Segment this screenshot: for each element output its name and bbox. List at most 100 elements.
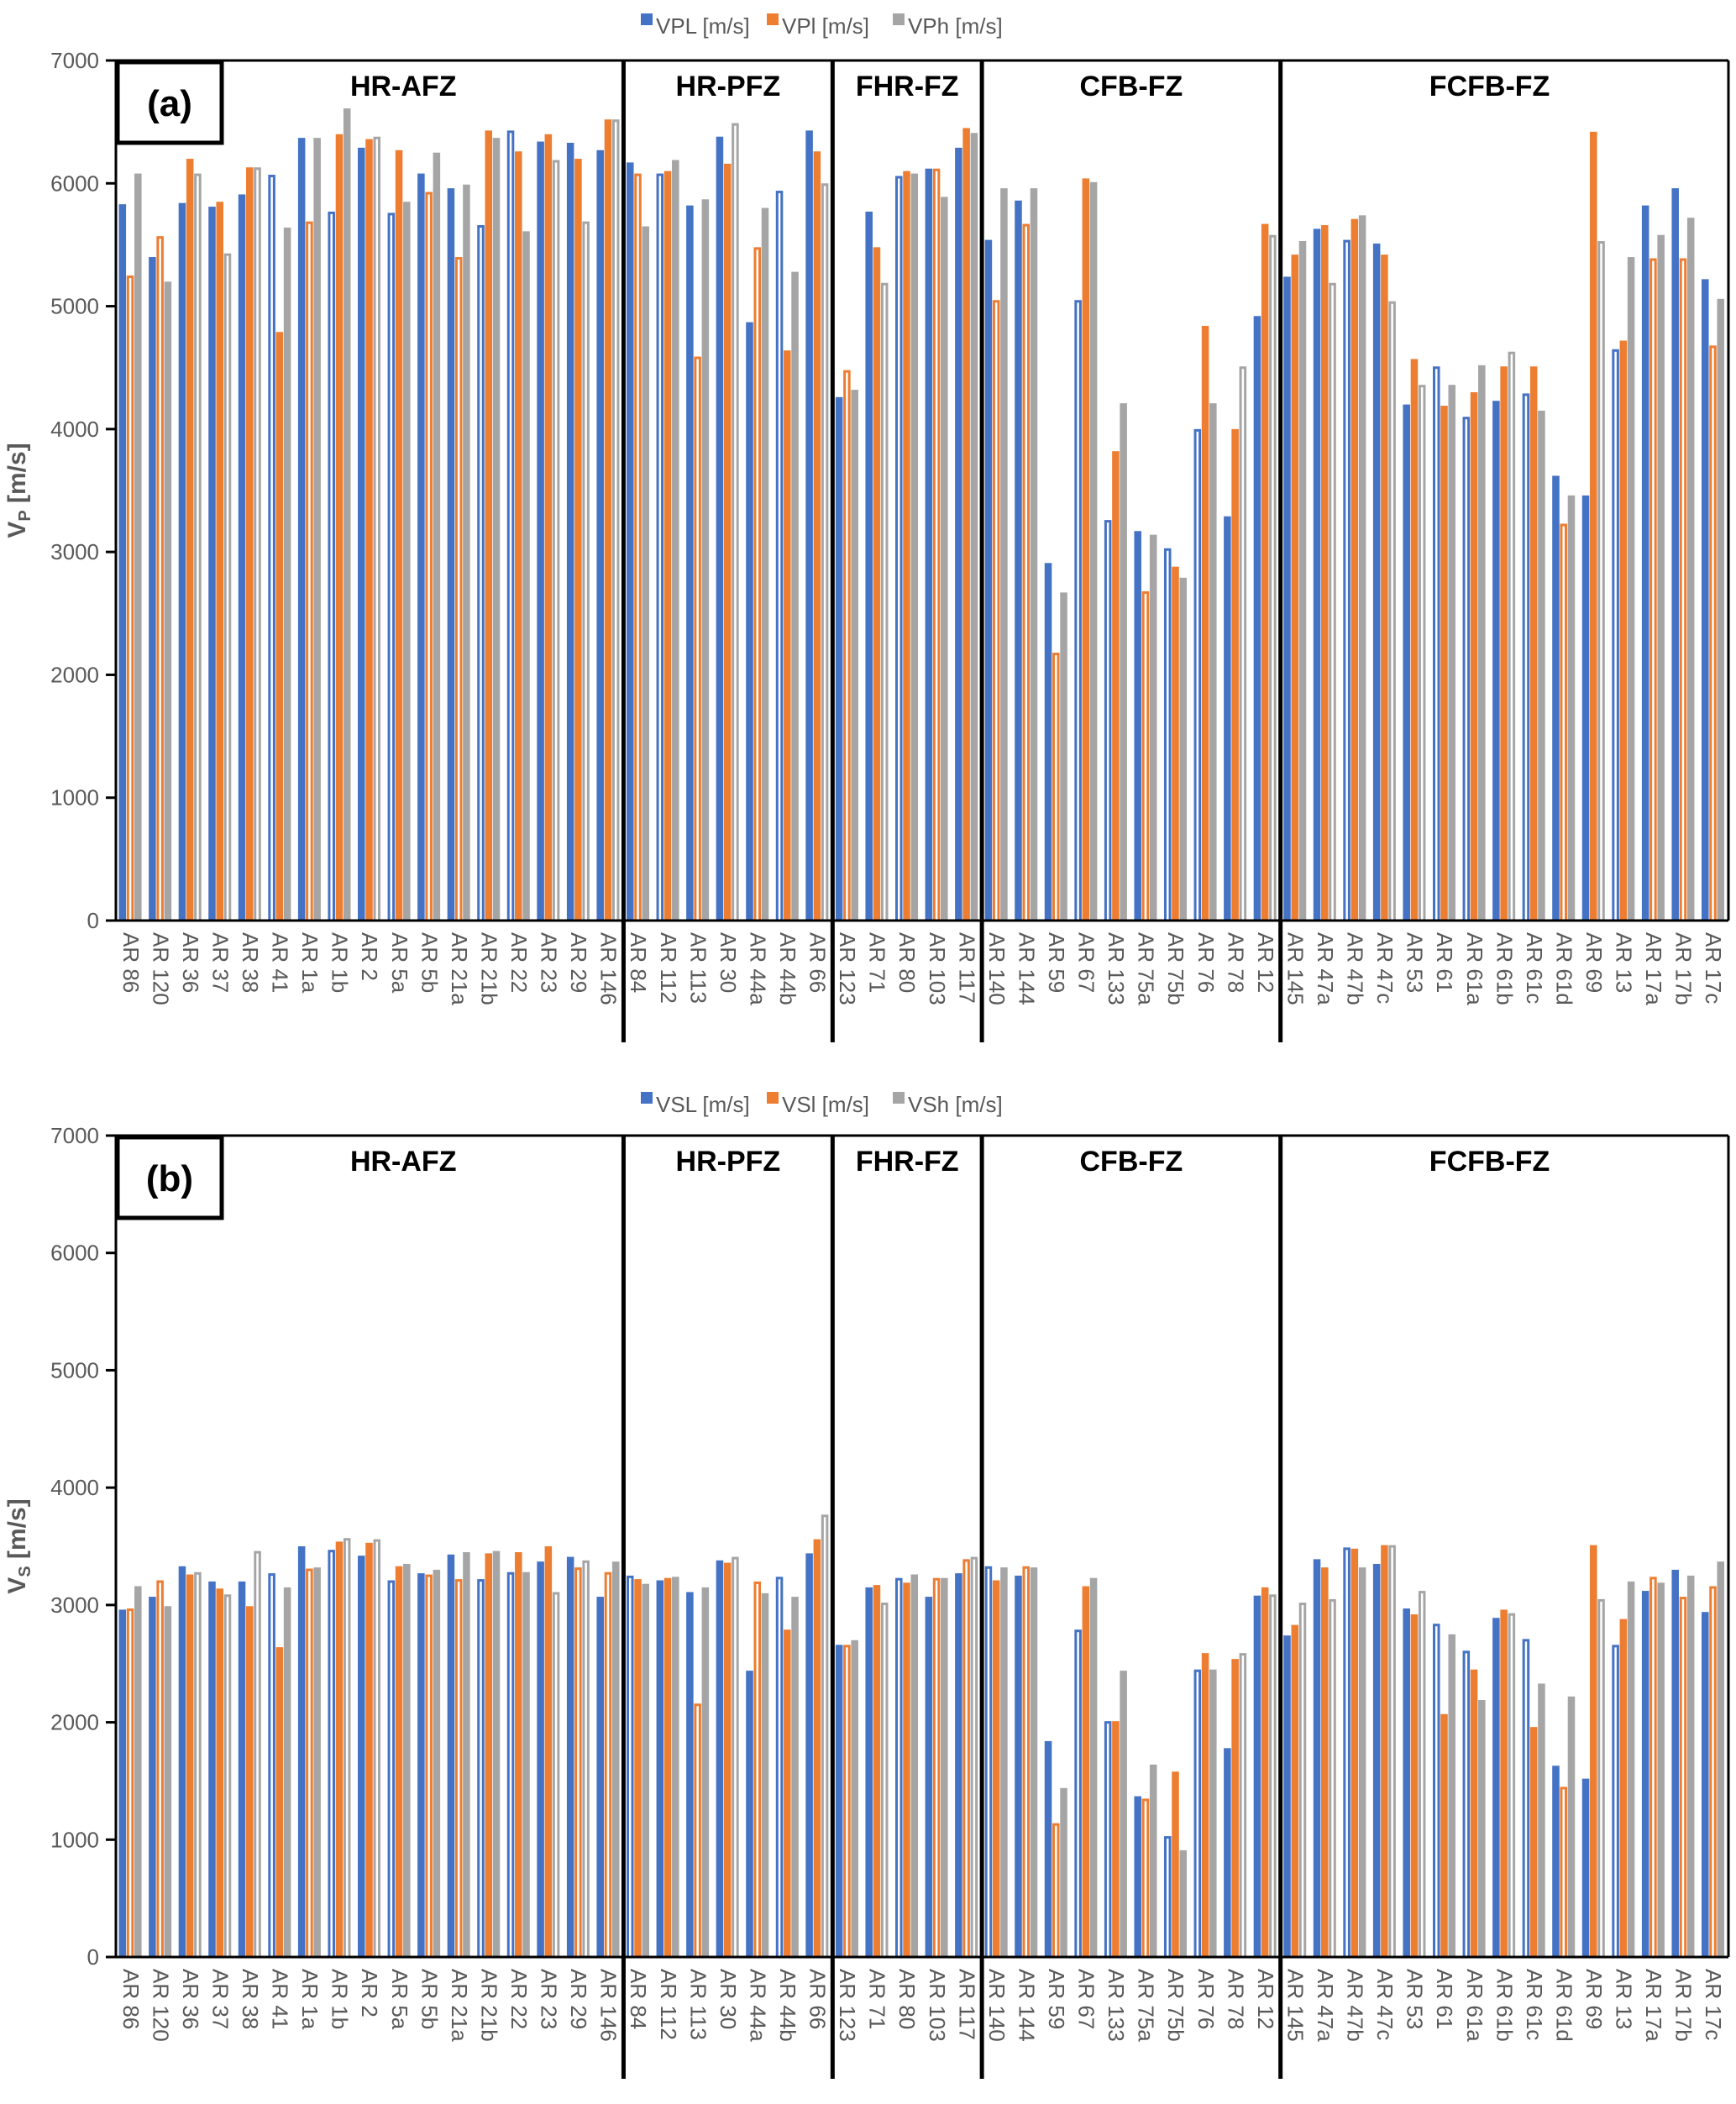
- bar-h: [1358, 1567, 1366, 1957]
- y-tick-label: 4000: [50, 417, 99, 442]
- bar-i: [306, 1568, 313, 1959]
- bar-l: [895, 176, 903, 922]
- x-category-label: AR 44a: [745, 1969, 770, 2042]
- bar-h: [1448, 385, 1456, 921]
- bar-l: [984, 239, 993, 921]
- x-category-label: AR 66: [805, 1969, 831, 2029]
- x-category-label: AR 47a: [1313, 932, 1338, 1005]
- bar-l: [297, 138, 306, 921]
- bar-i: [1709, 1586, 1717, 1959]
- x-category-label: AR 59: [1044, 932, 1069, 993]
- bar-l: [1671, 1569, 1679, 1957]
- bar-i: [1141, 590, 1150, 922]
- bar-l: [417, 173, 425, 921]
- bar-i: [1440, 406, 1448, 921]
- x-category-label: AR 75b: [1163, 1969, 1188, 2042]
- bar-l: [1283, 276, 1291, 921]
- x-category-label: AR 17c: [1701, 1969, 1726, 2040]
- bar-h: [1149, 534, 1157, 921]
- bar-l: [925, 168, 933, 921]
- legend-swatch: [641, 13, 653, 25]
- bar-i: [216, 202, 223, 921]
- bar-l: [1462, 1650, 1471, 1959]
- bar-l: [1552, 475, 1560, 921]
- bar-l: [596, 150, 604, 921]
- bar-i: [903, 1582, 910, 1957]
- bar-i: [425, 1574, 433, 1959]
- bar-l: [118, 204, 127, 921]
- legend-swatch: [767, 1092, 779, 1104]
- y-tick-label: 3000: [50, 1592, 99, 1618]
- bar-h: [880, 1603, 889, 1959]
- bar-h: [1567, 495, 1576, 921]
- bar-l: [1671, 188, 1679, 921]
- bar-l: [925, 1597, 933, 1957]
- x-category-label: AR 47b: [1343, 932, 1368, 1005]
- y-tick-label: 2000: [50, 662, 99, 687]
- bar-h: [1418, 385, 1426, 922]
- bar-l: [1492, 401, 1500, 921]
- bar-h: [1717, 298, 1725, 921]
- x-category-label: AR 61a: [1462, 932, 1487, 1005]
- bar-i: [1529, 366, 1538, 921]
- y-axis-label-sub: P: [16, 510, 34, 521]
- bar-l: [656, 1580, 664, 1957]
- bar-h: [1209, 403, 1217, 921]
- x-category-label: AR 71: [865, 1969, 890, 2029]
- x-category-label: AR 1b: [328, 932, 353, 993]
- bar-l: [865, 1587, 873, 1957]
- bar-i: [1381, 1545, 1388, 1957]
- bar-h: [373, 136, 381, 922]
- x-category-label: AR 41: [268, 1969, 293, 2029]
- bar-h: [1329, 282, 1336, 922]
- bar-h: [522, 1571, 530, 1957]
- bar-l: [955, 147, 962, 921]
- x-category-label: AR 13: [1612, 932, 1637, 993]
- x-category-label: AR 5b: [417, 932, 442, 993]
- bar-l: [1522, 1639, 1530, 1959]
- bar-i: [843, 1645, 851, 1959]
- bar-h: [1657, 234, 1665, 921]
- bar-l: [1641, 205, 1649, 921]
- bar-i: [126, 1608, 134, 1959]
- bar-h: [821, 1514, 829, 1959]
- x-category-label: AR 22: [506, 932, 532, 993]
- bar-h: [1538, 1683, 1545, 1957]
- y-tick-label: 1000: [50, 1827, 99, 1852]
- bar-h: [343, 108, 351, 921]
- bar-l: [1612, 349, 1619, 922]
- bar-l: [1164, 1836, 1172, 1959]
- bar-l: [1224, 1748, 1231, 1957]
- bar-l: [1104, 520, 1112, 922]
- bar-h: [761, 207, 769, 921]
- bar-l: [566, 1556, 574, 1957]
- group-title: FHR-FZ: [856, 1146, 959, 1178]
- bar-h: [1120, 403, 1127, 921]
- x-category-label: AR 1a: [297, 932, 323, 994]
- bar-h: [223, 1594, 232, 1959]
- bar-h: [1358, 215, 1366, 921]
- x-category-label: AR 36: [178, 1969, 203, 2029]
- bar-h: [164, 281, 172, 921]
- bar-h: [1597, 241, 1605, 922]
- x-category-label: AR 17b: [1671, 1969, 1697, 2042]
- x-category-label: AR 144: [1014, 1969, 1039, 2042]
- bar-l: [358, 147, 365, 921]
- bar-h: [1179, 1850, 1188, 1957]
- x-category-label: AR 84: [626, 1969, 651, 2029]
- x-category-label: AR 36: [178, 932, 203, 993]
- x-category-label: AR 80: [894, 1969, 920, 2029]
- x-category-label: AR 120: [148, 932, 173, 1005]
- bar-h: [1478, 365, 1486, 921]
- x-category-label: AR 38: [238, 1969, 263, 2029]
- bar-h: [1298, 1603, 1307, 1959]
- bar-l: [1372, 243, 1381, 921]
- bar-i: [962, 128, 970, 921]
- bar-i: [1381, 254, 1388, 921]
- bar-l: [387, 212, 396, 922]
- bar-i: [873, 1585, 881, 1957]
- bar-l: [417, 1573, 425, 1957]
- x-category-label: AR 133: [1104, 1969, 1129, 2042]
- bar-h: [821, 183, 829, 922]
- x-category-label: AR 44b: [775, 932, 800, 1005]
